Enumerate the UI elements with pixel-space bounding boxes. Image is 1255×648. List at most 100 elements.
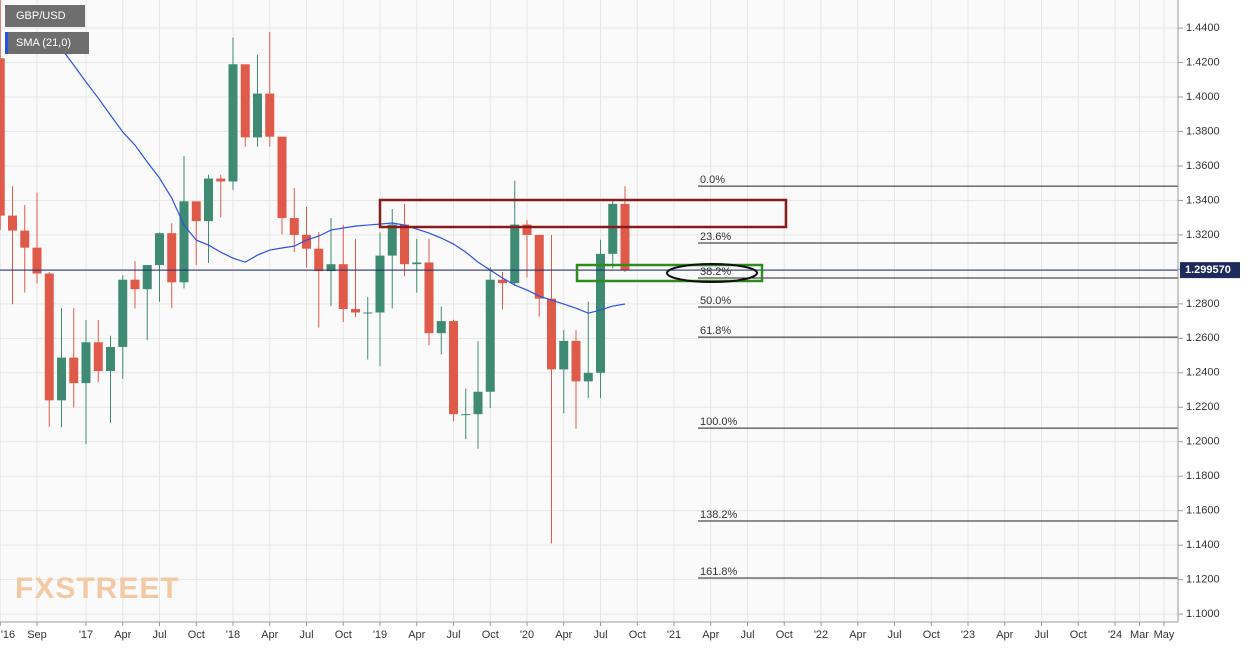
candle-body	[375, 255, 385, 313]
fib-label: 50.0%	[700, 295, 731, 307]
candle-body	[620, 203, 630, 271]
x-tick-label: Oct	[776, 629, 793, 641]
candle-body	[436, 321, 446, 334]
candle-body	[216, 178, 226, 182]
y-tick-label: 1.3400	[1186, 194, 1220, 206]
x-tick-label: Apr	[702, 629, 719, 641]
x-tick-label: '21	[667, 629, 681, 641]
candle-body	[596, 253, 605, 373]
candle-body	[485, 279, 495, 392]
y-tick-label: 1.2600	[1186, 332, 1220, 344]
candle-body	[228, 64, 238, 182]
x-tick-label: '18	[226, 629, 240, 641]
candle-body	[142, 265, 152, 290]
axis-layer: 1.1000 1.1200 1.1400 1.1600 1.1800 1.2000 1.22…	[0, 22, 1240, 641]
fib-label: 61.8%	[700, 325, 731, 337]
fib-label: 0.0%	[700, 174, 725, 186]
candle-body	[571, 340, 581, 382]
x-tick-label: Apr	[408, 629, 425, 641]
y-tick-label: 1.3800	[1186, 125, 1220, 137]
last-price-label: 1.299570	[1185, 264, 1231, 276]
x-tick-label: May	[1154, 629, 1175, 641]
x-tick-label: Oct	[923, 629, 940, 641]
x-tick-label: '16	[1, 629, 15, 641]
candle-body	[338, 264, 348, 310]
x-tick-label: '19	[373, 629, 387, 641]
x-tick-label: '23	[961, 629, 975, 641]
candle-body	[0, 58, 5, 216]
y-tick-label: 1.1800	[1186, 470, 1220, 482]
candle-body	[510, 224, 520, 284]
legend-swatch	[5, 32, 8, 54]
x-tick-label: Apr	[996, 629, 1013, 641]
x-tick-label: Oct	[482, 629, 499, 641]
support-box	[575, 263, 764, 283]
x-tick-label: Oct	[188, 629, 205, 641]
y-tick-label: 1.1400	[1186, 539, 1220, 551]
legend-box	[5, 5, 85, 27]
legend-label: GBP/USD	[16, 10, 66, 22]
x-tick-label: Jul	[152, 629, 166, 641]
candle-body	[534, 234, 544, 299]
x-tick-label: Apr	[114, 629, 131, 641]
x-tick-label: Jul	[887, 629, 901, 641]
candle-body	[8, 215, 17, 231]
candle-body	[412, 262, 422, 265]
candle-body	[424, 262, 434, 334]
candle-body	[44, 273, 54, 401]
candle-body	[498, 279, 507, 284]
candle-body	[522, 224, 532, 235]
candle-body	[81, 342, 91, 384]
candle-body	[69, 357, 79, 384]
candle-body	[387, 224, 397, 256]
x-tick-label: Jul	[593, 629, 607, 641]
x-tick-label: '17	[79, 629, 93, 641]
candle-body	[179, 201, 189, 283]
fib-label: 100.0%	[700, 416, 738, 428]
watermark: FXSTREET	[15, 572, 180, 605]
y-tick-label: 1.1000	[1186, 608, 1220, 620]
y-tick-label: 1.2800	[1186, 298, 1220, 310]
x-tick-label: Jul	[740, 629, 754, 641]
y-tick-label: 1.3200	[1186, 229, 1220, 241]
x-tick-label: '20	[520, 629, 534, 641]
y-tick-label: 1.3600	[1186, 160, 1220, 172]
fib-label: 161.8%	[700, 566, 738, 578]
y-tick-label: 1.2400	[1186, 367, 1220, 379]
x-tick-label: Oct	[335, 629, 352, 641]
x-tick-label: Jul	[1034, 629, 1048, 641]
last-price-box	[1180, 262, 1240, 279]
candle-body	[57, 357, 66, 401]
y-tick-label: 1.1200	[1186, 574, 1220, 586]
fib-label: 38.2%	[700, 266, 731, 278]
x-tick-label: Oct	[1070, 629, 1087, 641]
y-tick-label: 1.4000	[1186, 91, 1220, 103]
fib-ellipse	[666, 263, 758, 283]
candle-body	[93, 342, 103, 372]
candle-body	[351, 309, 360, 313]
x-tick-label: Apr	[849, 629, 866, 641]
y-tick-label: 1.4200	[1186, 56, 1220, 68]
candle-body	[363, 312, 373, 314]
candle-body	[191, 201, 201, 222]
x-tick-label: '24	[1108, 629, 1122, 641]
candle-body	[106, 346, 115, 372]
candle-body	[583, 372, 593, 382]
candle-body	[302, 234, 311, 249]
candle-body	[449, 321, 458, 415]
x-tick-label: Oct	[629, 629, 646, 641]
plot-background	[0, 0, 1178, 622]
x-tick-label: Apr	[555, 629, 572, 641]
candle-body	[130, 279, 140, 290]
candle-body	[314, 248, 324, 272]
candle-body	[547, 298, 556, 370]
candle-body	[32, 247, 42, 274]
candle-body	[253, 93, 262, 138]
candle-body	[167, 233, 177, 283]
annotations	[378, 198, 788, 283]
x-tick-label: Sep	[27, 629, 47, 641]
x-tick-label: Mar	[1130, 629, 1149, 641]
y-tick-label: 1.2000	[1186, 436, 1220, 448]
x-tick-label: Apr	[261, 629, 278, 641]
